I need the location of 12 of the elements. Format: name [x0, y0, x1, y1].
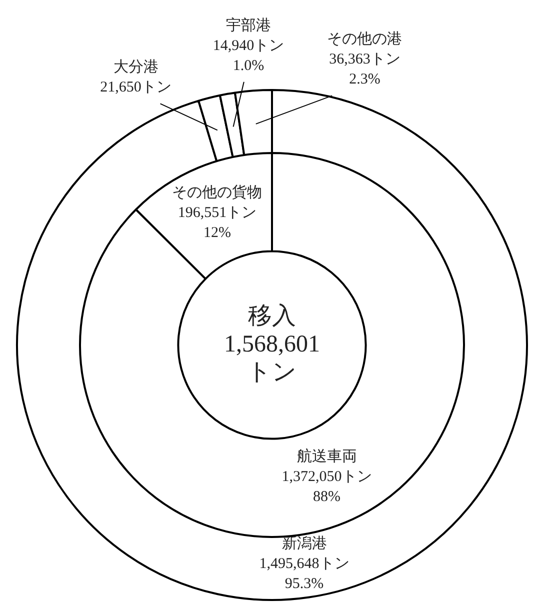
data-label: 36,363トン 2.3%: [329, 52, 400, 88]
slice-label: その他の貨物: [172, 184, 262, 201]
slice-label: 宇部港: [226, 16, 271, 34]
data-label: 1,495,648トン 95.3%: [259, 556, 350, 592]
slice-label: 航送車両: [296, 448, 357, 465]
data-label: 14,940トン 1.0%: [212, 38, 284, 74]
slice-label: 大分港: [113, 58, 158, 76]
data-label: 1,372,050トン 88%: [282, 468, 372, 505]
data-label: 21,650トン: [100, 80, 172, 96]
text: 移入 1,568,601 トン: [224, 302, 320, 386]
data-label: 196,551トン 12%: [178, 204, 257, 241]
slice-label: その他の港: [327, 30, 402, 48]
